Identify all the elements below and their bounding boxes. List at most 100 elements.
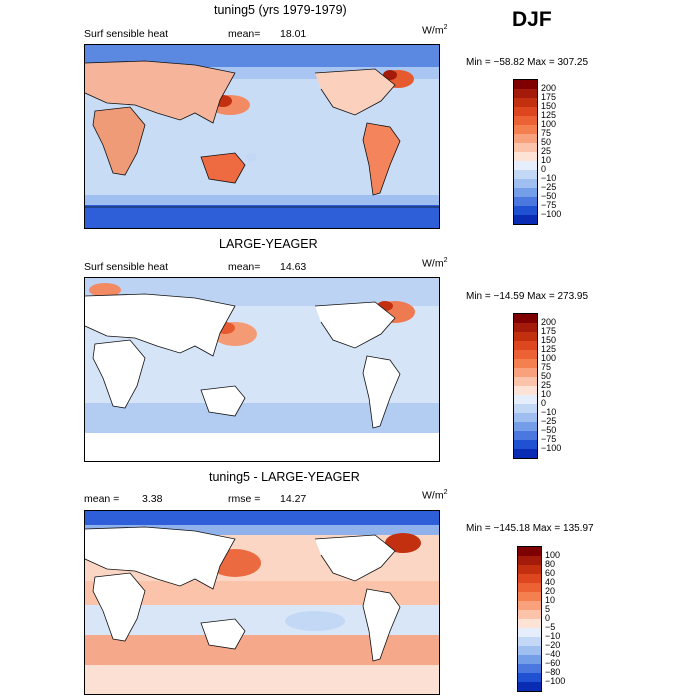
- panel1-map-plot: [85, 45, 439, 228]
- colorbar-swatch: [514, 197, 537, 206]
- colorbar-swatch: [514, 152, 537, 161]
- panel3-title: tuning5 - LARGE-YEAGER: [209, 470, 360, 484]
- panel2-minmax: Min = −14.59 Max = 273.95: [466, 291, 589, 302]
- colorbar-swatch: [514, 449, 537, 458]
- colorbar-tick-label: −25: [541, 416, 557, 426]
- panel2-title: LARGE-YEAGER: [219, 237, 318, 251]
- colorbar-swatch: [518, 664, 541, 673]
- colorbar-tick-label: −10: [541, 407, 557, 417]
- panel3-minmax: Min = −145.18 Max = 135.97: [466, 523, 594, 534]
- colorbar-tick-label: −20: [545, 640, 561, 650]
- colorbar-tick-label: 20: [545, 586, 556, 596]
- colorbar-swatch: [518, 592, 541, 601]
- colorbar-swatch: [514, 332, 537, 341]
- colorbar-swatch: [514, 323, 537, 332]
- panel2-mean-label: mean=: [228, 261, 261, 273]
- panel1-mean-label: mean=: [228, 28, 261, 40]
- colorbar-swatch: [514, 341, 537, 350]
- colorbar-tick-label: −50: [541, 425, 557, 435]
- colorbar-tick-label: 5: [545, 604, 551, 614]
- colorbar-swatch: [518, 556, 541, 565]
- colorbar-swatch: [518, 583, 541, 592]
- colorbar-tick-label: 60: [545, 568, 556, 578]
- panel3-rmse-value: 14.27: [280, 493, 307, 505]
- colorbar-swatch: [518, 682, 541, 691]
- colorbar-tick-label: −25: [541, 182, 557, 192]
- colorbar-swatch: [514, 179, 537, 188]
- colorbar-tick-label: 175: [541, 326, 557, 336]
- colorbar-tick-label: 200: [541, 317, 557, 327]
- colorbar-swatch: [518, 565, 541, 574]
- colorbar-swatch: [514, 422, 537, 431]
- season-title: DJF: [512, 8, 552, 31]
- colorbar-tick-label: 0: [545, 613, 551, 623]
- panel3-mean-label: mean =: [84, 493, 120, 505]
- colorbar-tick-label: −100: [541, 209, 562, 219]
- colorbar-tick-label: −5: [545, 622, 556, 632]
- panel3-colorbar-swatches: [517, 546, 542, 692]
- colorbar-tick-label: 125: [541, 110, 557, 120]
- panel3-map: [84, 510, 440, 695]
- colorbar-swatch: [514, 368, 537, 377]
- colorbar-swatch: [518, 601, 541, 610]
- colorbar-swatch: [518, 619, 541, 628]
- colorbar-tick-label: 200: [541, 83, 557, 93]
- colorbar-swatch: [514, 188, 537, 197]
- colorbar-swatch: [514, 80, 537, 89]
- colorbar-swatch: [518, 673, 541, 682]
- colorbar-swatch: [514, 413, 537, 422]
- colorbar-swatch: [514, 134, 537, 143]
- colorbar-swatch: [518, 637, 541, 646]
- colorbar-tick-label: 50: [541, 371, 552, 381]
- panel2-mean-value: 14.63: [280, 261, 307, 273]
- colorbar-tick-label: 0: [541, 164, 547, 174]
- panel3-map-plot: [85, 511, 439, 694]
- colorbar-tick-label: 75: [541, 128, 552, 138]
- colorbar-tick-label: 80: [545, 559, 556, 569]
- colorbar-swatch: [514, 206, 537, 215]
- colorbar-swatch: [514, 395, 537, 404]
- panel3-mean-value: 3.38: [142, 493, 163, 505]
- colorbar-swatch: [518, 547, 541, 556]
- colorbar-swatch: [514, 431, 537, 440]
- colorbar-swatch: [514, 125, 537, 134]
- panel2-map: [84, 277, 440, 462]
- colorbar-swatch: [514, 215, 537, 224]
- panel3-rmse-label: rmse =: [228, 493, 261, 505]
- panel3-colorbar: 100 80 60 40 20 10 5 0 −5 −10 −20 −40 −60 −80 −100: [517, 546, 577, 696]
- colorbar-swatch: [514, 116, 537, 125]
- colorbar-tick-label: 150: [541, 101, 557, 111]
- colorbar-tick-label: −10: [541, 173, 557, 183]
- colorbar-tick-label: −75: [541, 434, 557, 444]
- colorbar-tick-label: −80: [545, 667, 561, 677]
- colorbar-tick-label: −40: [545, 649, 561, 659]
- panel1-mean-value: 18.01: [280, 28, 307, 40]
- colorbar-swatch: [514, 440, 537, 449]
- panel1-title: tuning5 (yrs 1979-1979): [214, 3, 347, 17]
- colorbar-tick-label: −60: [545, 658, 561, 668]
- panel2-units: W/m2: [422, 257, 448, 270]
- colorbar-tick-label: 150: [541, 335, 557, 345]
- colorbar-tick-label: −75: [541, 200, 557, 210]
- colorbar-swatch: [514, 386, 537, 395]
- colorbar-swatch: [514, 350, 537, 359]
- colorbar-swatch: [514, 143, 537, 152]
- colorbar-swatch: [514, 314, 537, 323]
- colorbar-swatch: [514, 377, 537, 386]
- colorbar-swatch: [514, 170, 537, 179]
- panel3-units: W/m2: [422, 489, 448, 502]
- panel2-map-plot: [85, 278, 439, 461]
- colorbar-tick-label: 125: [541, 344, 557, 354]
- colorbar-tick-label: −50: [541, 191, 557, 201]
- colorbar-swatch: [514, 359, 537, 368]
- colorbar-tick-label: 0: [541, 398, 547, 408]
- colorbar-swatch: [514, 107, 537, 116]
- colorbar-swatch: [518, 628, 541, 637]
- colorbar-swatch: [514, 98, 537, 107]
- colorbar-swatch: [514, 89, 537, 98]
- colorbar-tick-label: 175: [541, 92, 557, 102]
- colorbar-tick-label: 10: [541, 155, 552, 165]
- panel2-variable-label: Surf sensible heat: [84, 261, 169, 273]
- panel1-variable-label: Surf sensible heat: [84, 28, 169, 40]
- panel2-colorbar-swatches: [513, 313, 538, 459]
